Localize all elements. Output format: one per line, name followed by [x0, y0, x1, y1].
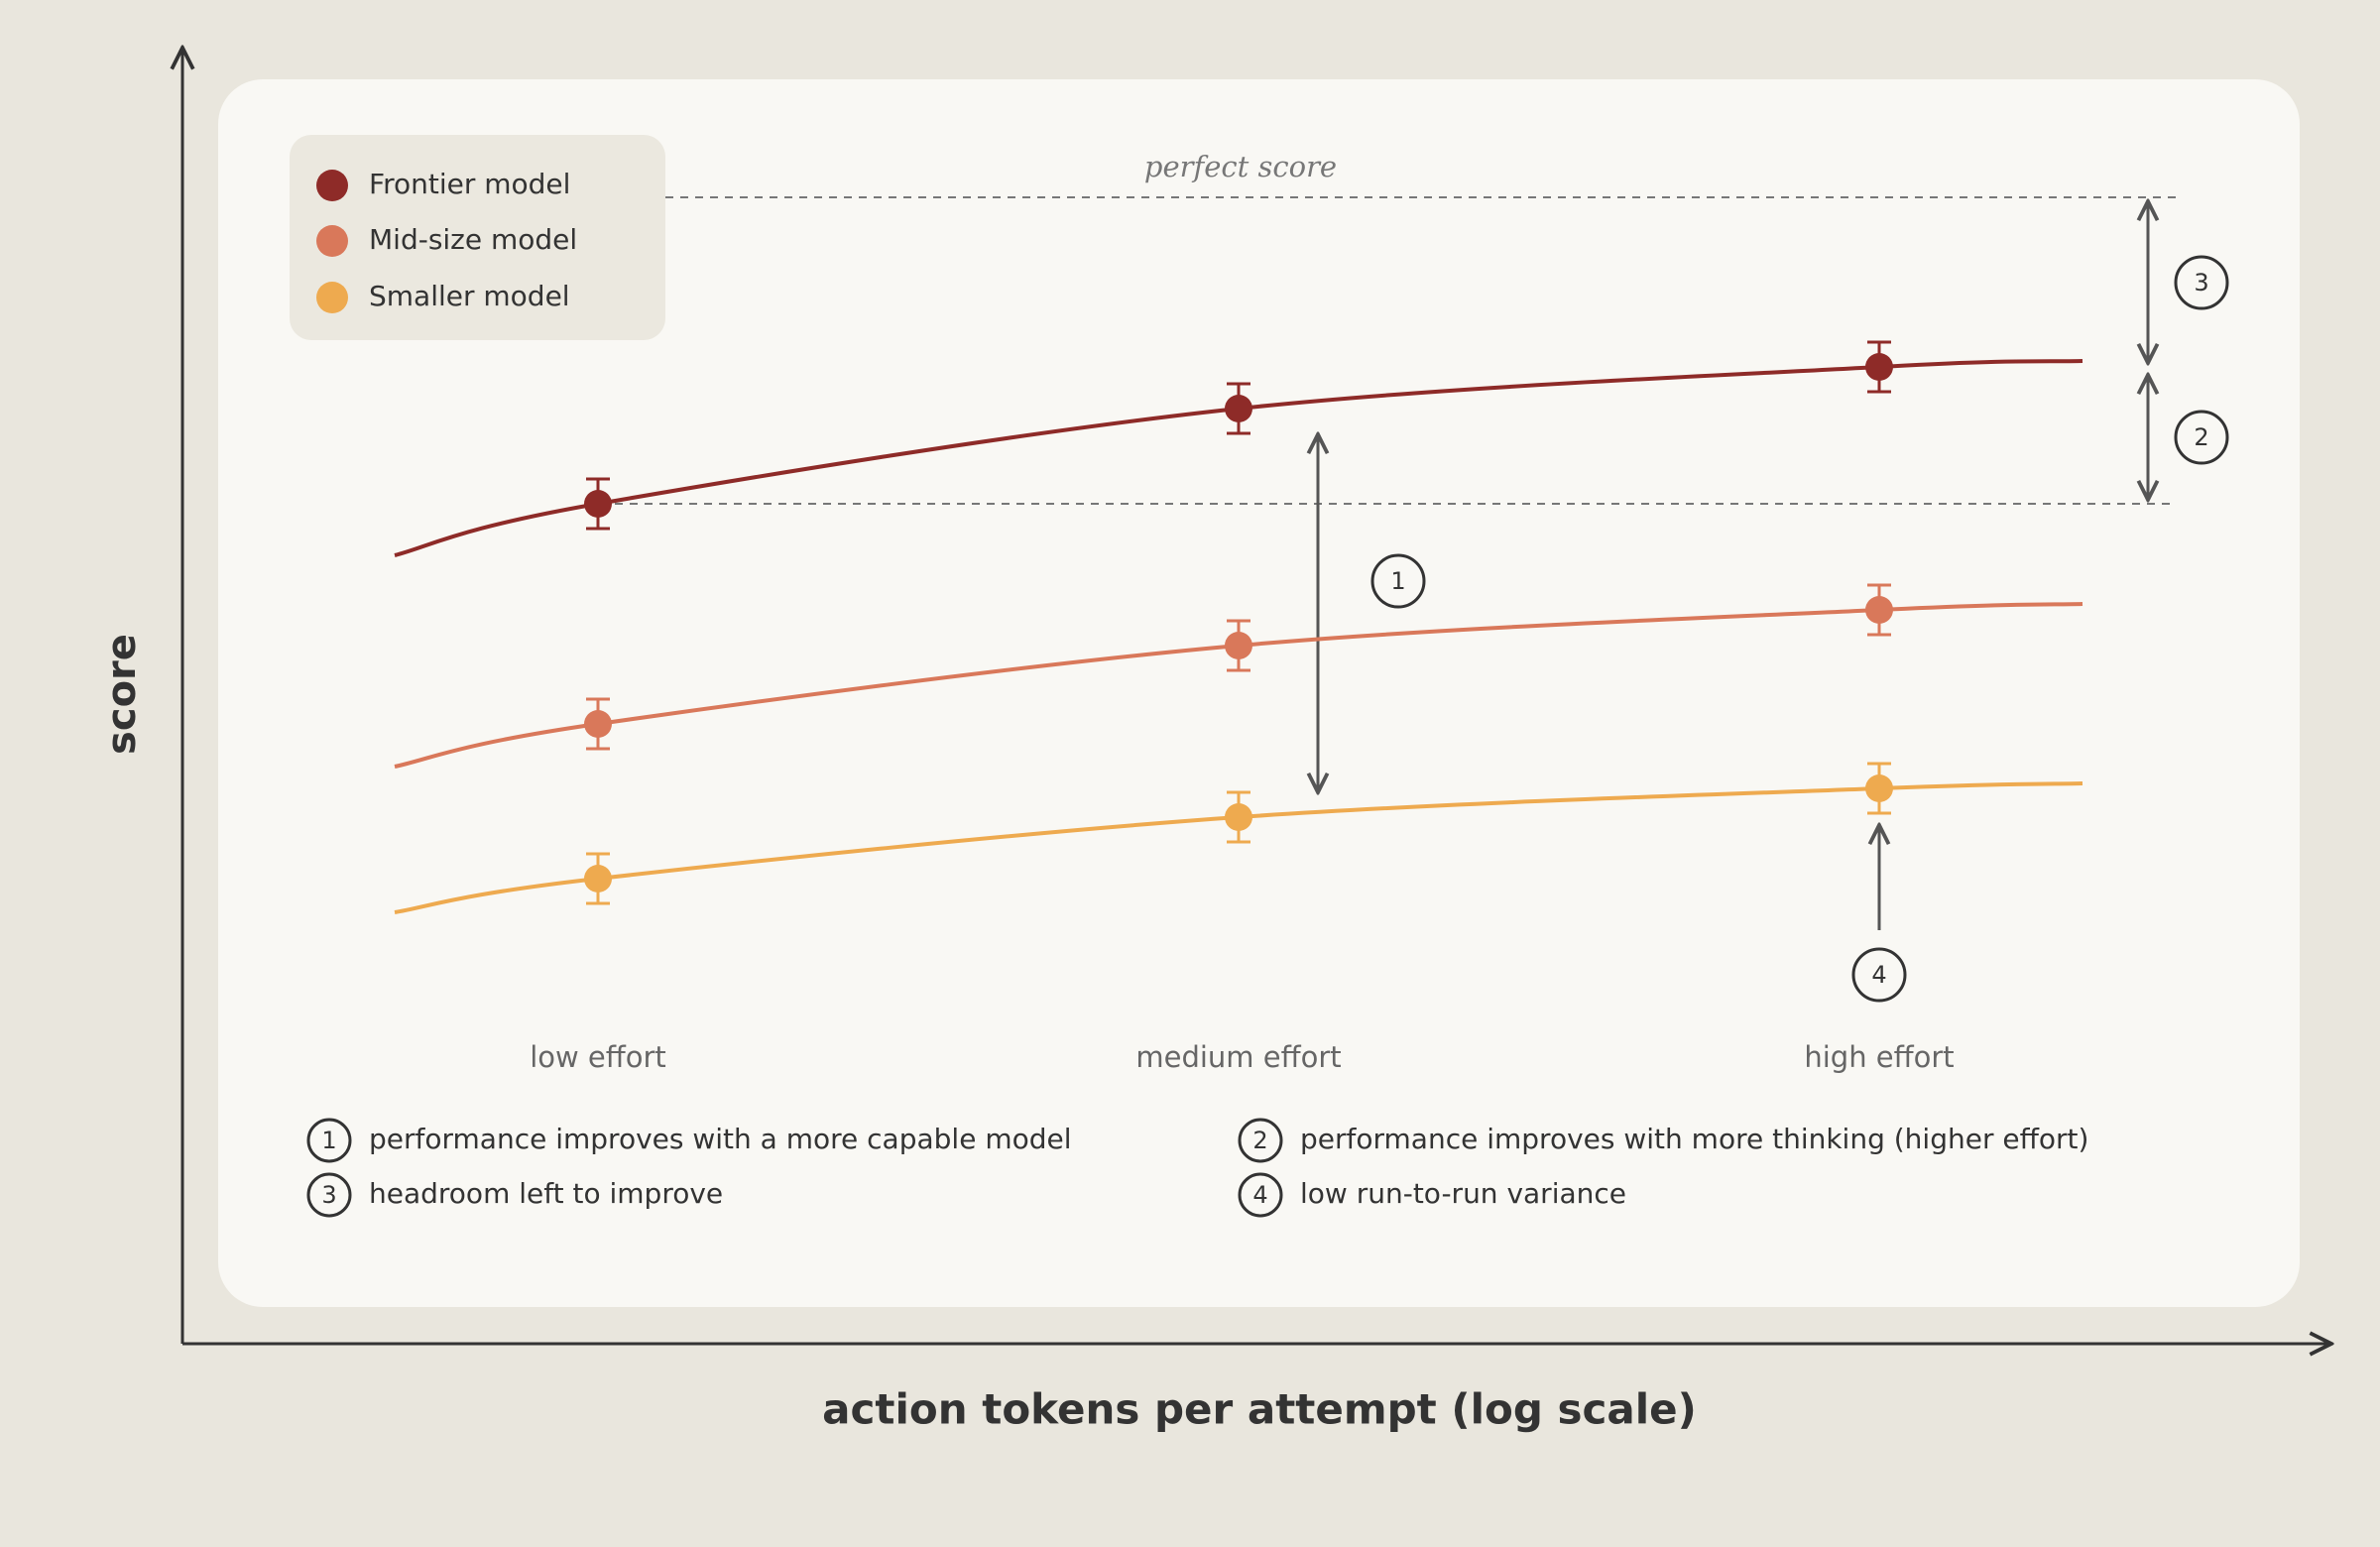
point [1865, 596, 1893, 624]
legend-swatch [316, 170, 348, 201]
callout-circle [1851, 947, 1907, 1003]
callout: 4 [1871, 961, 1886, 989]
note-text: performance improves with a more capable… [369, 1123, 1072, 1155]
note-marker: 1 [321, 1127, 336, 1154]
callout: 1 [1390, 567, 1405, 595]
point [1225, 803, 1252, 831]
x-label: low effort [530, 1040, 666, 1074]
point [1225, 632, 1252, 659]
x-axis-label: action tokens per attempt (log scale) [822, 1385, 1697, 1434]
callout-circle [1370, 553, 1426, 609]
point [584, 710, 612, 738]
x-label: medium effort [1135, 1040, 1341, 1074]
legend-swatch [316, 282, 348, 313]
callout-circle [2174, 410, 2229, 465]
note-marker-circle [306, 1172, 352, 1218]
point [1225, 395, 1252, 422]
perfect-label: perfect score [1144, 150, 1337, 183]
x-label: high effort [1804, 1040, 1954, 1074]
panel [218, 79, 2300, 1307]
note-marker-circle [1238, 1118, 1283, 1163]
note-marker: 4 [1252, 1181, 1267, 1209]
note-marker-circle [1238, 1172, 1283, 1218]
legend-label: Frontier model [369, 168, 570, 200]
legend [290, 135, 665, 340]
note-marker: 2 [1252, 1127, 1267, 1154]
legend-label: Mid-size model [369, 223, 577, 256]
note-marker: 3 [321, 1181, 336, 1209]
note-text: performance improves with more thinking … [1300, 1123, 2088, 1155]
legend-swatch [316, 225, 348, 257]
callout-circle [2174, 255, 2229, 310]
point [1865, 353, 1893, 381]
y-axis-label: score [99, 634, 145, 755]
note-text: headroom left to improve [369, 1177, 723, 1210]
note-marker-circle [306, 1118, 352, 1163]
point [584, 865, 612, 892]
point [1865, 774, 1893, 802]
legend-label: Smaller model [369, 280, 570, 312]
note-text: low run-to-run variance [1300, 1177, 1626, 1210]
callout: 3 [2194, 269, 2208, 297]
point [584, 490, 612, 518]
callout: 2 [2194, 423, 2208, 451]
